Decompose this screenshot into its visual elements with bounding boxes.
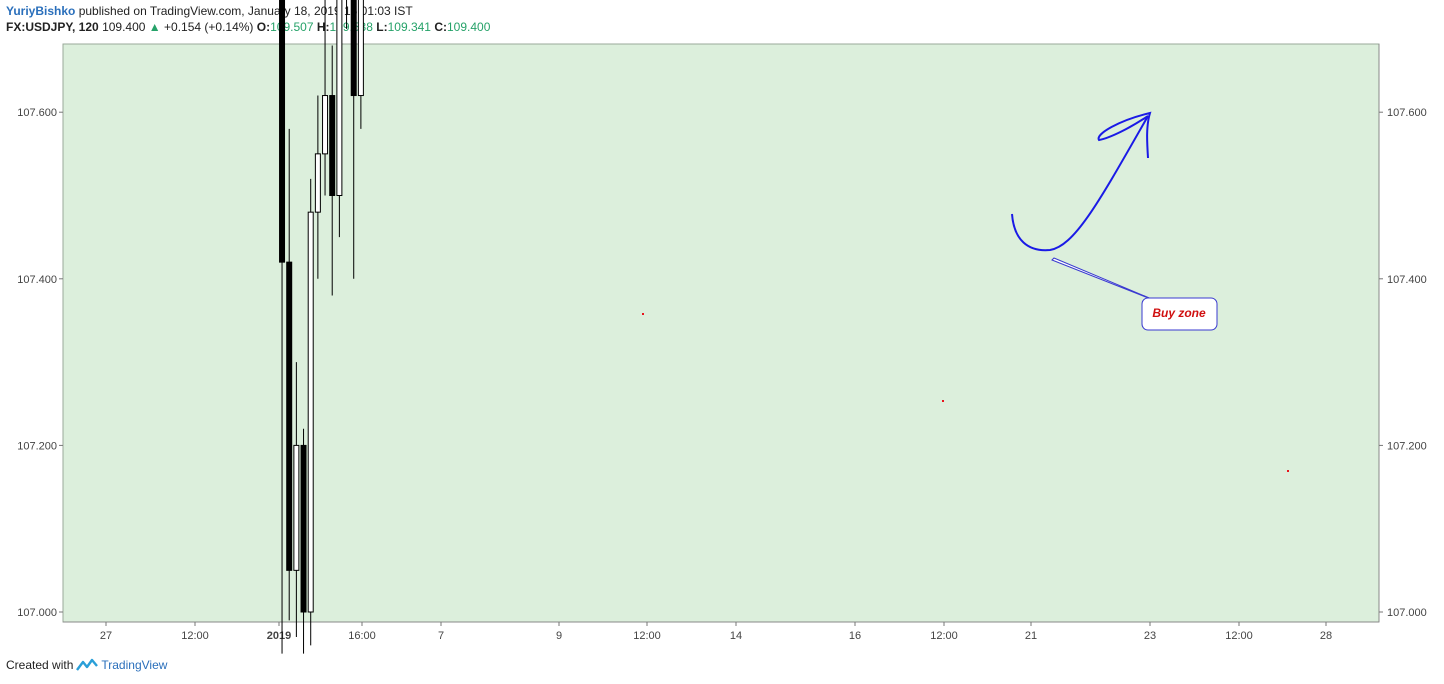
close-label: C: [434, 20, 447, 34]
candle-bullish [336, 0, 343, 196]
candle-bullish [293, 444, 300, 571]
candle-bearish [350, 0, 357, 97]
x-tick-label: 12:00 [1225, 630, 1253, 642]
x-tick-label: 27 [100, 630, 112, 642]
candle-bullish [357, 0, 364, 97]
close-value: 109.400 [447, 20, 491, 34]
x-tick-label: 12:00 [930, 630, 958, 642]
price-change: +0.154 (+0.14%) [164, 20, 254, 34]
buy-zone-label: Buy zone [1152, 306, 1206, 320]
x-tick-label: 28 [1320, 630, 1332, 642]
x-tick-label: 12:00 [181, 630, 209, 642]
candle-bearish [300, 444, 307, 613]
candle-bullish [314, 153, 321, 213]
x-tick-label: 16 [849, 630, 861, 642]
left-tick-label: 107.600 [17, 107, 57, 119]
plot-area[interactable] [62, 43, 1380, 623]
candle-bullish [322, 95, 329, 155]
x-axis-ticks: 27 12:00 2019 16:00 7 9 12:00 14 16 12:00 21 23 12:0… [100, 622, 1332, 642]
candle-bearish [286, 261, 293, 571]
open-label: O: [256, 20, 271, 34]
created-with-label: Created with [6, 658, 74, 672]
right-tick-label: 107.400 [1387, 274, 1427, 286]
footer: Created with TradingView [6, 658, 167, 672]
publish-info: published on TradingView.com, January 18… [78, 4, 413, 18]
x-axis-area[interactable] [63, 622, 1379, 650]
right-tick-label: 107.000 [1387, 607, 1427, 619]
left-tick-label: 107.200 [17, 440, 57, 452]
candles [279, 0, 364, 654]
candle-bullish [307, 211, 314, 613]
buy-zone-callout[interactable] [1141, 297, 1218, 331]
low-value: 109.341 [387, 20, 431, 34]
tradingview-logo-icon[interactable] [76, 658, 99, 672]
up-arrow-icon: ▲ [148, 20, 161, 34]
symbol-label[interactable]: FX:USDJPY, 120 [6, 20, 99, 34]
x-tick-label: 23 [1144, 630, 1156, 642]
callout-pointer [1051, 257, 1167, 306]
stray-marker [1287, 470, 1289, 472]
left-axis-ticks: 107.000107.200107.400107.600107.800108.0… [17, 107, 63, 619]
right-axis-ticks: 107.000107.200107.400107.600107.800108.0… [1379, 107, 1427, 619]
stray-marker [642, 313, 644, 315]
drawings: Buy zone [642, 111, 1289, 472]
projection-curve[interactable] [1011, 115, 1149, 252]
tradingview-brand[interactable]: TradingView [101, 658, 168, 672]
low-label: L: [376, 20, 388, 34]
stray-marker [942, 400, 944, 402]
right-tick-label: 107.600 [1387, 107, 1427, 119]
candle-bearish [329, 95, 336, 196]
x-tick-label: 7 [438, 630, 444, 642]
x-tick-label: 14 [730, 630, 742, 642]
last-price: 109.400 [102, 20, 146, 34]
high-label: H: [316, 20, 330, 34]
x-tick-label: 12:00 [633, 630, 661, 642]
x-tick-label: 21 [1025, 630, 1037, 642]
right-axis-area[interactable] [1379, 44, 1444, 622]
left-tick-label: 107.000 [17, 607, 57, 619]
x-tick-label: 16:00 [348, 630, 376, 642]
arrowhead-icon [1097, 111, 1152, 159]
x-tick-label: 2019 [267, 630, 291, 642]
right-tick-label: 107.200 [1387, 440, 1427, 452]
author-name[interactable]: YuriyBishko [6, 4, 76, 18]
x-tick-label: 9 [556, 630, 562, 642]
candle-bearish [279, 0, 286, 263]
left-tick-label: 107.400 [17, 274, 57, 286]
